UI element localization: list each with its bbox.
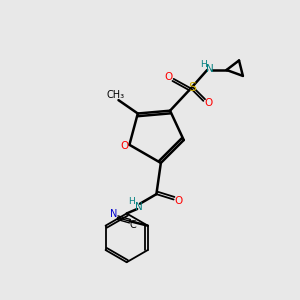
Text: N: N: [135, 202, 142, 212]
Text: H: H: [128, 197, 135, 206]
Text: O: O: [205, 98, 213, 108]
Text: O: O: [164, 72, 173, 82]
Text: CH₃: CH₃: [106, 90, 124, 100]
Text: N: N: [206, 64, 214, 74]
Text: O: O: [175, 196, 183, 206]
Text: C: C: [130, 220, 136, 230]
Text: S: S: [188, 81, 196, 94]
Text: H: H: [200, 60, 207, 69]
Text: O: O: [120, 141, 128, 151]
Text: N: N: [110, 209, 117, 219]
